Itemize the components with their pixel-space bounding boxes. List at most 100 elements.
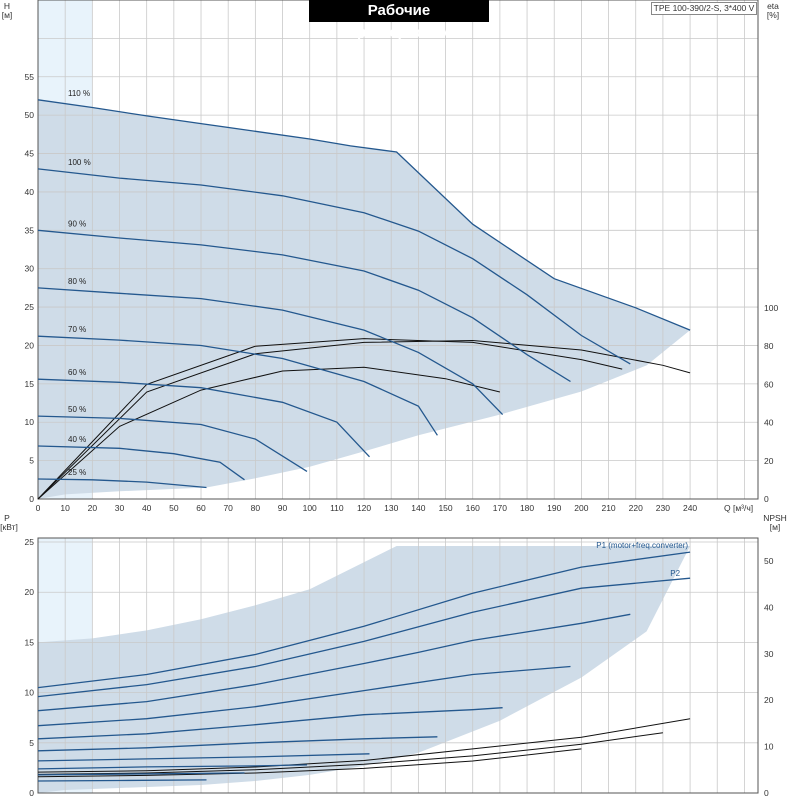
x-tick-label: 220 <box>629 503 643 513</box>
y-tick-label: 25 <box>25 302 35 312</box>
x-tick-label: 240 <box>683 503 697 513</box>
y-tick-label: 50 <box>25 110 35 120</box>
y-axis-label: H <box>4 1 10 11</box>
speed-label: 100 % <box>68 158 91 167</box>
x-tick-label: 100 <box>303 503 317 513</box>
x-tick-label: 120 <box>357 503 371 513</box>
x-tick-label: 70 <box>223 503 233 513</box>
power-curve <box>37 772 245 776</box>
x-tick-label: 160 <box>466 503 480 513</box>
x-tick-label: 210 <box>601 503 615 513</box>
x-tick-label: 10 <box>60 503 70 513</box>
x-axis-label: Q [м³/ч] <box>724 503 753 513</box>
npsh-curves <box>37 718 691 778</box>
x-tick-label: 60 <box>196 503 206 513</box>
head-curve <box>37 478 207 489</box>
x-tick-label: 80 <box>251 503 261 513</box>
x-tick-label: 50 <box>169 503 179 513</box>
head-curve <box>37 229 571 383</box>
npsh-axis-label: NPSH <box>763 513 787 523</box>
npsh-axis-unit: [м] <box>770 522 781 532</box>
eta-tick-label: 0 <box>764 494 769 504</box>
x-tick-label: 180 <box>520 503 534 513</box>
grid <box>37 538 758 794</box>
head-curve <box>37 335 438 436</box>
head-curve <box>37 378 370 458</box>
head-curve <box>37 415 308 472</box>
npsh-tick-label: 30 <box>764 649 774 659</box>
power-curve-panel: P1 (motor+freq.converter)P20510152025010… <box>0 513 787 798</box>
eta-tick-label: 40 <box>764 418 774 428</box>
power-curve <box>37 613 631 712</box>
x-tick-label: 90 <box>278 503 288 513</box>
head-curve <box>37 168 631 365</box>
x-tick-label: 230 <box>656 503 670 513</box>
y-tick-label: 0 <box>29 494 34 504</box>
x-tick-label: 110 <box>330 503 344 513</box>
speed-label: 110 % <box>68 89 90 98</box>
head-curve <box>37 445 245 481</box>
power-curve <box>37 753 370 762</box>
x-tick-label: 20 <box>88 503 98 513</box>
y-tick-label: 40 <box>25 187 35 197</box>
speed-label: 80 % <box>68 277 86 286</box>
npsh-tick-label: 10 <box>764 742 774 752</box>
x-tick-label: 190 <box>547 503 561 513</box>
y-tick-label: 55 <box>25 72 35 82</box>
plot-frame <box>37 537 759 794</box>
x-tick-label: 140 <box>411 503 425 513</box>
y-tick-label: 20 <box>25 587 35 597</box>
speed-label: 60 % <box>68 368 86 377</box>
y-tick-label: 5 <box>29 738 34 748</box>
x-tick-label: 150 <box>438 503 452 513</box>
pump-model-label: TPE 100-390/2-S, 3*400 V <box>651 2 757 15</box>
p2-label: P2 <box>670 569 680 578</box>
y-tick-label: 45 <box>25 149 35 159</box>
head-curve-panel: 110 % 100 % 90 % 80 % 70 % 60 % 50 % 40 % 25 % 0 5… <box>2 0 779 513</box>
speed-label: 25 % <box>68 468 86 477</box>
npsh-curve <box>37 748 582 778</box>
npsh-tick-label: 0 <box>764 788 769 798</box>
npsh-tick-label: 40 <box>764 602 774 612</box>
x-tick-label: 200 <box>574 503 588 513</box>
y-tick-label: 0 <box>29 788 34 798</box>
power-curve <box>37 736 438 752</box>
power-curve <box>37 551 691 689</box>
eta-tick-label: 20 <box>764 456 774 466</box>
npsh-curve <box>37 718 691 773</box>
power-curves <box>37 551 691 782</box>
y-tick-label: 10 <box>25 417 35 427</box>
y-tick-label: 15 <box>25 637 35 647</box>
y-tick-label: 10 <box>25 688 35 698</box>
plot-frame <box>37 0 759 500</box>
x-tick-label: 130 <box>384 503 398 513</box>
x-tick-label: 170 <box>493 503 507 513</box>
npsh-curve <box>37 732 663 775</box>
y-tick-label: 25 <box>25 537 35 547</box>
eta-axis-label: eta <box>767 1 779 11</box>
power-curve <box>37 707 503 740</box>
chart-title: Рабочие характеристики <box>309 0 489 41</box>
speed-label: 90 % <box>68 219 86 228</box>
y-tick-label: 5 <box>29 456 34 466</box>
head-curves <box>37 99 691 489</box>
eta-tick-label: 80 <box>764 341 774 351</box>
power-curve <box>37 779 207 782</box>
p1-label: P1 (motor+freq.converter) <box>596 541 688 550</box>
speed-label: 70 % <box>68 325 86 334</box>
y-axis-label: P <box>4 513 10 523</box>
efficiency-curve <box>37 366 501 500</box>
head-curve <box>37 99 691 331</box>
eta-tick-label: 60 <box>764 379 774 389</box>
speed-label: 50 % <box>68 405 86 414</box>
npsh-tick-label: 20 <box>764 695 774 705</box>
power-curve <box>37 764 308 770</box>
eta-axis-unit: [%] <box>767 10 779 20</box>
x-tick-label: 30 <box>115 503 125 513</box>
eta-tick-label: 100 <box>764 303 778 313</box>
speed-label: 40 % <box>68 435 86 444</box>
y-tick-label: 35 <box>25 225 35 235</box>
x-tick-label: 40 <box>142 503 152 513</box>
y-tick-label: 15 <box>25 379 35 389</box>
power-curve <box>37 577 691 698</box>
